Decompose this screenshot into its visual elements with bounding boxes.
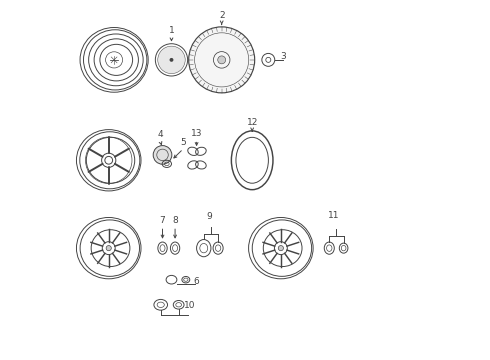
Circle shape xyxy=(278,246,283,251)
Text: 4: 4 xyxy=(157,130,163,139)
Text: 7: 7 xyxy=(160,216,166,225)
Text: 10: 10 xyxy=(184,301,195,310)
Text: 12: 12 xyxy=(246,118,258,127)
Circle shape xyxy=(153,145,172,164)
Text: 9: 9 xyxy=(206,212,212,221)
Circle shape xyxy=(158,46,185,73)
Text: 6: 6 xyxy=(194,277,199,286)
Text: 13: 13 xyxy=(191,129,202,138)
Circle shape xyxy=(170,58,173,62)
Circle shape xyxy=(106,246,111,251)
Circle shape xyxy=(189,27,255,93)
Text: 8: 8 xyxy=(172,216,178,225)
Circle shape xyxy=(218,56,226,64)
Text: 11: 11 xyxy=(328,211,340,220)
Text: 2: 2 xyxy=(219,12,224,21)
Text: 3: 3 xyxy=(280,52,286,61)
Text: 5: 5 xyxy=(180,138,186,147)
Text: 1: 1 xyxy=(169,26,174,35)
